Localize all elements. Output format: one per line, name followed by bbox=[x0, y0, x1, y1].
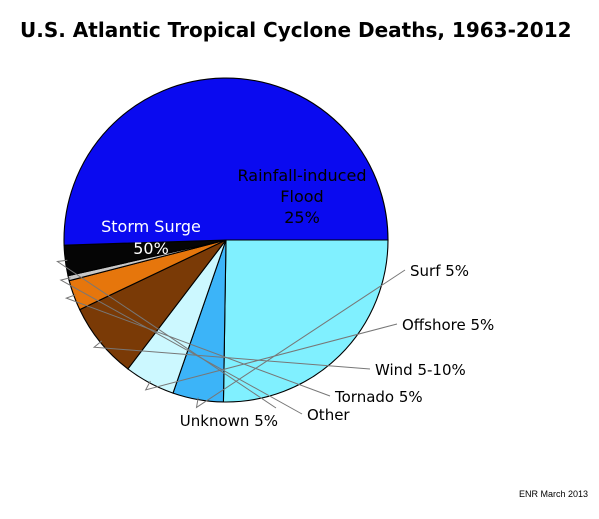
leader-line-tornado-5 bbox=[64, 294, 331, 397]
chart-title: U.S. Atlantic Tropical Cyclone Deaths, 1… bbox=[20, 18, 572, 42]
slice-label-wind-5-10: Wind 5-10% bbox=[375, 361, 466, 379]
leader-line-surf-5 bbox=[195, 269, 406, 409]
pie-slice-rainfall-induced-flood bbox=[222, 239, 389, 403]
slice-label-offshore-5: Offshore 5% bbox=[402, 316, 494, 334]
pie-slices bbox=[63, 77, 389, 403]
slice-label-surf-5: Surf 5% bbox=[410, 262, 469, 280]
chart-credit: ENR March 2013 bbox=[519, 489, 588, 499]
leader-lines bbox=[56, 259, 406, 415]
slice-label-storm-surge: Storm Surge 50% bbox=[101, 217, 201, 258]
slice-labels: Rainfall-induced Flood 25% Surf 5% Offshore … bbox=[101, 166, 494, 430]
leader-line-unknown-5 bbox=[56, 259, 277, 409]
slice-label-unknown-5: Unknown 5% bbox=[180, 412, 278, 430]
pie-slice-storm-surge bbox=[63, 77, 389, 246]
leader-line-other bbox=[59, 277, 303, 415]
slice-label-rainfall-induced-flood: Rainfall-induced Flood 25% bbox=[238, 166, 367, 227]
slice-label-other: Other bbox=[307, 406, 350, 424]
leader-line-wind-5-10 bbox=[92, 340, 371, 370]
leader-line-offshore-5 bbox=[144, 323, 398, 391]
slice-label-tornado-5: Tornado 5% bbox=[334, 388, 423, 406]
